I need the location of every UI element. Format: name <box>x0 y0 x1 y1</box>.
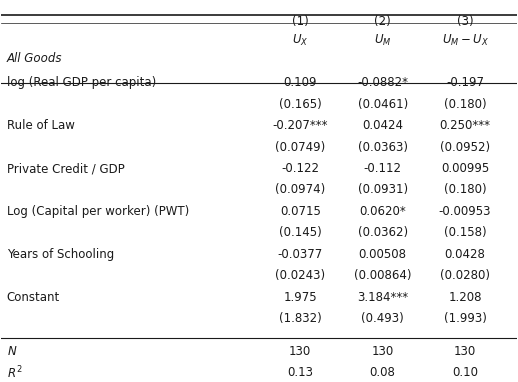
Text: Rule of Law: Rule of Law <box>7 119 75 132</box>
Text: (0.0280): (0.0280) <box>440 269 490 282</box>
Text: (0.0931): (0.0931) <box>357 183 408 196</box>
Text: (0.493): (0.493) <box>361 312 404 325</box>
Text: $N$: $N$ <box>7 345 17 358</box>
Text: (0.0362): (0.0362) <box>357 227 408 240</box>
Text: (1): (1) <box>292 15 309 28</box>
Text: (0.0363): (0.0363) <box>357 141 408 154</box>
Text: (0.0461): (0.0461) <box>357 98 408 111</box>
Text: 0.00995: 0.00995 <box>441 162 489 175</box>
Text: Constant: Constant <box>7 291 60 304</box>
Text: (0.0974): (0.0974) <box>275 183 325 196</box>
Text: (0.00864): (0.00864) <box>354 269 411 282</box>
Text: (0.0243): (0.0243) <box>275 269 325 282</box>
Text: (0.180): (0.180) <box>444 98 486 111</box>
Text: -0.122: -0.122 <box>281 162 319 175</box>
Text: 0.08: 0.08 <box>370 366 396 379</box>
Text: Private Credit / GDP: Private Credit / GDP <box>7 162 124 175</box>
Text: (0.0749): (0.0749) <box>275 141 325 154</box>
Text: $R^2$: $R^2$ <box>7 364 22 381</box>
Text: -0.0377: -0.0377 <box>278 248 323 261</box>
Text: $U_M$: $U_M$ <box>374 33 392 48</box>
Text: 130: 130 <box>454 345 476 358</box>
Text: 130: 130 <box>289 345 311 358</box>
Text: (0.165): (0.165) <box>279 98 322 111</box>
Text: 1.975: 1.975 <box>283 291 317 304</box>
Text: (1.993): (1.993) <box>443 312 486 325</box>
Text: 0.0424: 0.0424 <box>362 119 403 132</box>
Text: 0.10: 0.10 <box>452 366 478 379</box>
Text: Log (Capital per worker) (PWT): Log (Capital per worker) (PWT) <box>7 205 189 218</box>
Text: (0.145): (0.145) <box>279 227 322 240</box>
Text: (0.158): (0.158) <box>444 227 486 240</box>
Text: -0.197: -0.197 <box>446 76 484 89</box>
Text: 0.109: 0.109 <box>283 76 317 89</box>
Text: $U_X$: $U_X$ <box>292 33 308 48</box>
Text: -0.00953: -0.00953 <box>439 205 492 218</box>
Text: (3): (3) <box>457 15 473 28</box>
Text: 3.184***: 3.184*** <box>357 291 408 304</box>
Text: -0.0882*: -0.0882* <box>357 76 408 89</box>
Text: 0.250***: 0.250*** <box>440 119 491 132</box>
Text: (0.180): (0.180) <box>444 183 486 196</box>
Text: -0.207***: -0.207*** <box>272 119 328 132</box>
Text: 130: 130 <box>371 345 394 358</box>
Text: 0.0715: 0.0715 <box>280 205 321 218</box>
Text: -0.112: -0.112 <box>364 162 401 175</box>
Text: 0.13: 0.13 <box>287 366 313 379</box>
Text: (1.832): (1.832) <box>279 312 322 325</box>
Text: Years of Schooling: Years of Schooling <box>7 248 114 261</box>
Text: 1.208: 1.208 <box>449 291 482 304</box>
Text: 0.0620*: 0.0620* <box>359 205 406 218</box>
Text: All Goods: All Goods <box>7 52 62 65</box>
Text: $U_M - U_X$: $U_M - U_X$ <box>442 33 488 48</box>
Text: (2): (2) <box>375 15 391 28</box>
Text: log (Real GDP per capita): log (Real GDP per capita) <box>7 76 156 89</box>
Text: 0.0428: 0.0428 <box>444 248 485 261</box>
Text: 0.00508: 0.00508 <box>358 248 407 261</box>
Text: (0.0952): (0.0952) <box>440 141 490 154</box>
